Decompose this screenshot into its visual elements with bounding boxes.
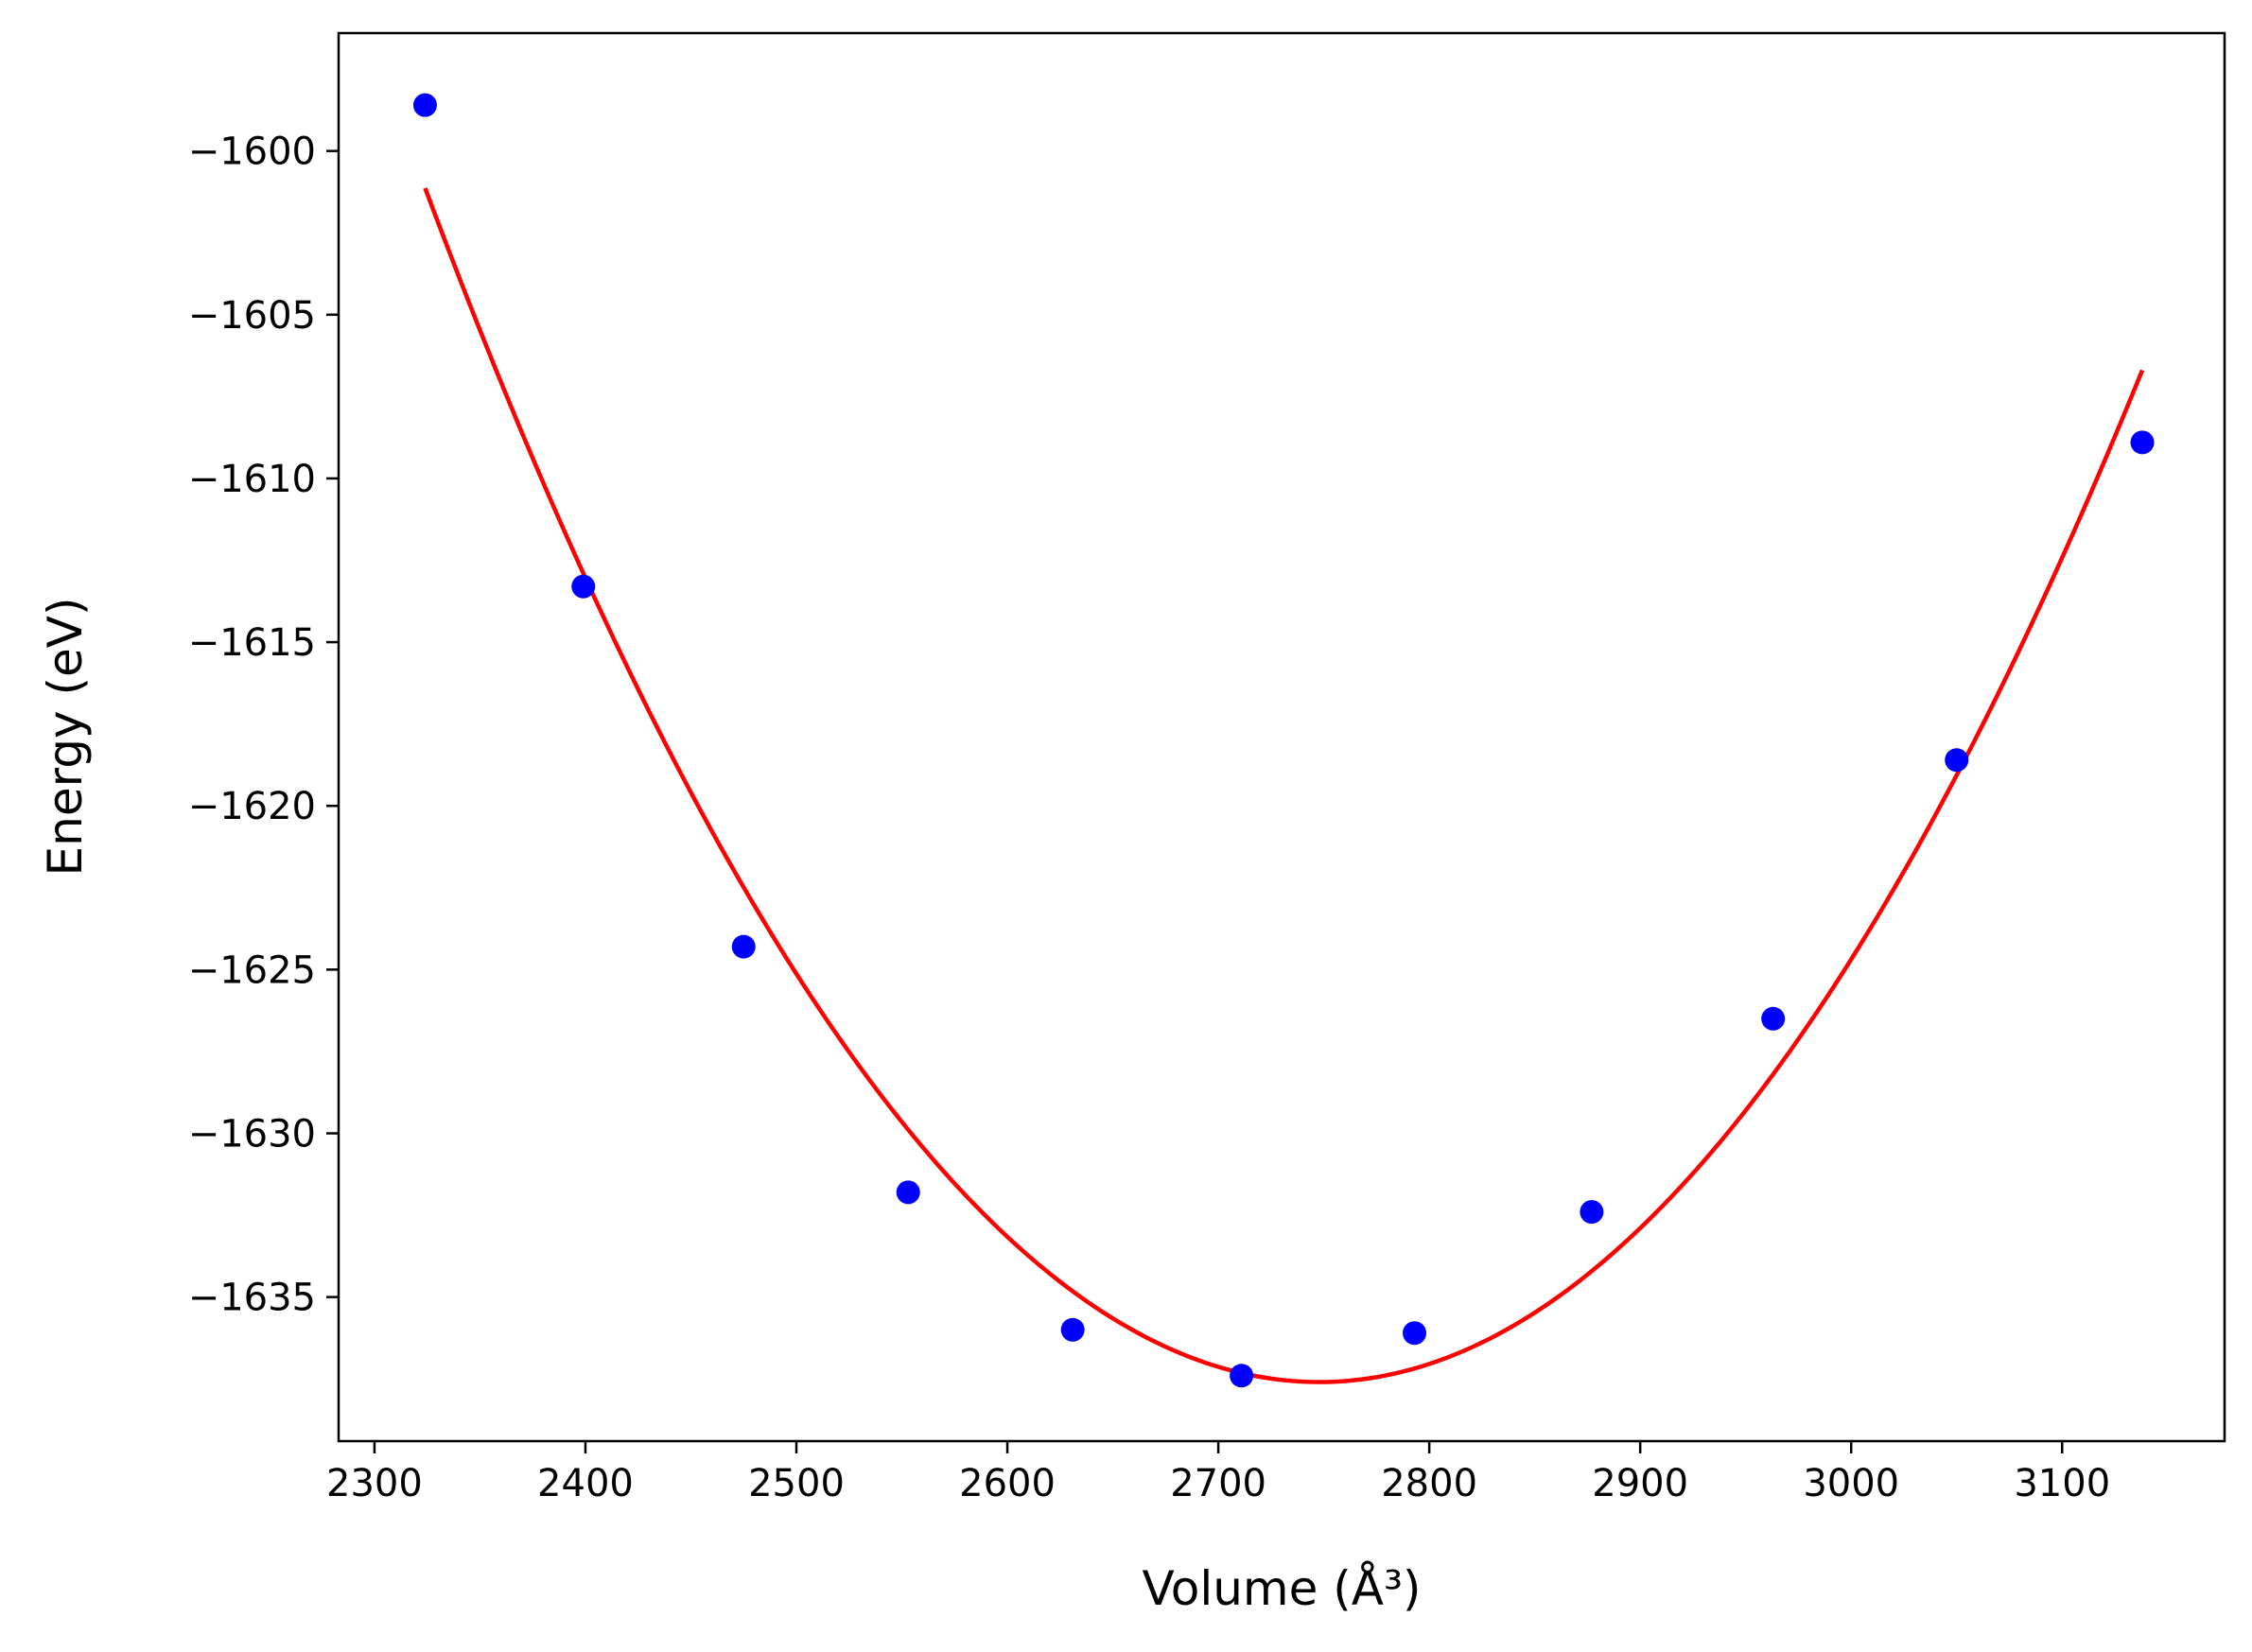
y-tick-label: −1615 — [188, 621, 316, 665]
x-axis: 2300 2400 2500 2600 2700 2800 2900 3000 3100 — [326, 1441, 2110, 1505]
plot-frame — [337, 31, 2226, 1443]
x-tick-label: 3000 — [1803, 1462, 1899, 1505]
y-axis: −1600 −1605 −1610 −1615 −1620 −1625 −1630 −1635 — [188, 130, 339, 1320]
data-point — [1945, 748, 1969, 773]
x-tick-label: 2300 — [326, 1462, 423, 1505]
data-point — [1403, 1321, 1427, 1346]
fit-curve — [423, 187, 2145, 1384]
x-tick-label: 2400 — [537, 1462, 634, 1505]
x-tick-label: 2800 — [1381, 1462, 1477, 1505]
y-tick-label: −1600 — [188, 130, 316, 174]
data-point — [1060, 1317, 1085, 1342]
y-axis-title: Energy (eV) — [38, 598, 93, 877]
x-tick-label: 2900 — [1592, 1462, 1688, 1505]
y-tick-label: −1635 — [188, 1277, 316, 1320]
x-tick-label: 2500 — [748, 1462, 845, 1505]
y-tick-label: −1620 — [188, 785, 316, 828]
y-tick-label: −1625 — [188, 948, 316, 992]
data-point — [896, 1180, 920, 1205]
y-tick-label: −1630 — [188, 1112, 316, 1156]
data-point — [571, 574, 596, 599]
data-points-layer — [412, 93, 2155, 1388]
data-point — [1761, 1006, 1786, 1031]
y-tick-label: −1610 — [188, 458, 316, 501]
fit-curve-layer — [423, 187, 2145, 1384]
y-tick-label: −1605 — [188, 294, 316, 338]
plot-area — [337, 31, 2226, 1443]
data-point — [731, 934, 756, 959]
x-tick-label: 2700 — [1170, 1462, 1266, 1505]
data-point — [1230, 1364, 1254, 1388]
data-point — [1580, 1200, 1604, 1225]
data-point — [2130, 430, 2155, 455]
x-tick-label: 2600 — [959, 1462, 1056, 1505]
data-point — [412, 93, 437, 117]
plot-background — [339, 33, 2225, 1441]
x-tick-label: 3100 — [2014, 1462, 2110, 1505]
x-axis-title: Volume (Å³) — [1142, 1561, 1421, 1616]
